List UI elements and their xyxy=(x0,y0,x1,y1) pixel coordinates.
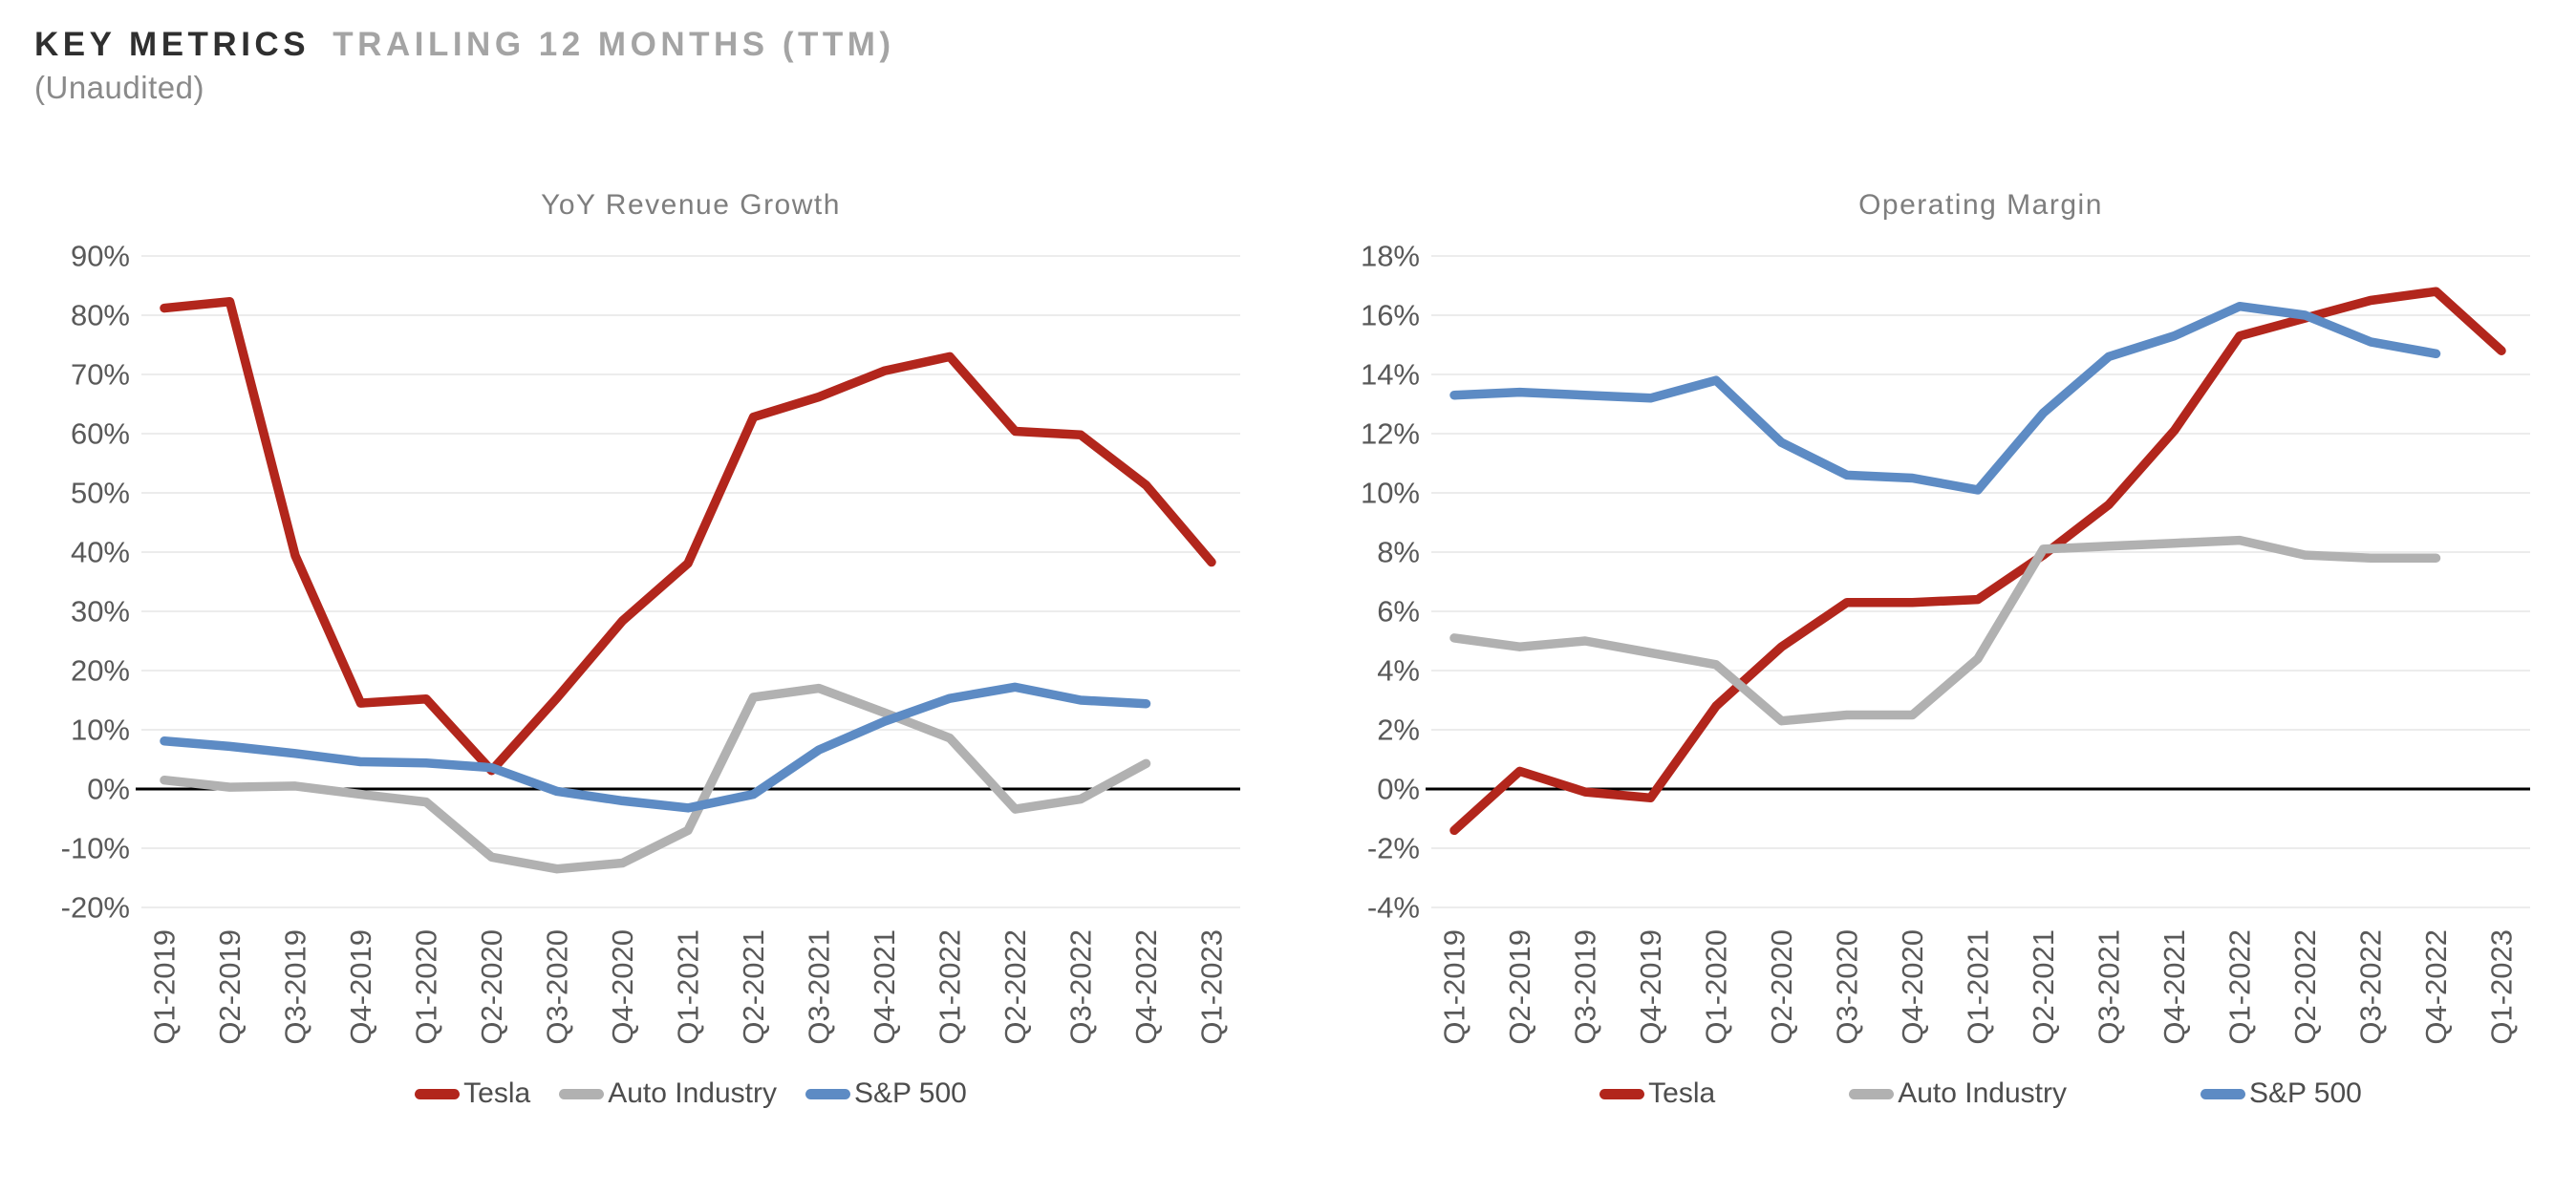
chart-yoy-revenue-growth: YoY Revenue Growth 90% 80% 70% 60% 50% 40% 30%… xyxy=(0,134,1288,1194)
legend-marker-auto-industry xyxy=(559,1088,605,1099)
page-title: KEY METRICS TRAILING 12 MONTHS (TTM) xyxy=(34,26,895,64)
chart-title-yoy-revenue-growth: YoY Revenue Growth xyxy=(541,189,841,221)
y-axis-tick-label: 70% xyxy=(71,358,130,392)
legend-label: Tesla xyxy=(1648,1077,1716,1109)
yoy-revenue-growth-plot: 90% 80% 70% 60% 50% 40% 30% 20% 10% 0% -10% -20% Q1-… xyxy=(61,240,1240,1045)
x-axis-tick-label: Q2-2019 xyxy=(1503,929,1536,1045)
legend-marker-tesla xyxy=(1599,1088,1645,1099)
x-axis-tick-label: Q1-2022 xyxy=(2223,929,2257,1045)
legend-item-auto-industry: Auto Industry xyxy=(559,1077,777,1110)
x-axis-tick-label: Q1-2019 xyxy=(148,929,182,1045)
y-axis-tick-label: 30% xyxy=(71,595,130,629)
x-axis-tick-label: Q3-2019 xyxy=(1569,929,1602,1045)
y-axis-tick-label: 0% xyxy=(1377,773,1420,806)
series-line-s-p-500 xyxy=(160,682,1151,813)
x-axis-tick-label: Q1-2020 xyxy=(1700,929,1733,1045)
chart-title-operating-margin: Operating Margin xyxy=(1858,189,2103,221)
x-axis-tick-label: Q1-2021 xyxy=(672,929,705,1045)
x-axis-tick-label: Q3-2022 xyxy=(1064,929,1098,1045)
x-axis-tick-label: Q4-2020 xyxy=(606,929,639,1045)
legend-item-tesla: Tesla xyxy=(415,1077,530,1110)
y-axis-tick-label: 60% xyxy=(71,417,130,451)
y-axis-tick-label: 6% xyxy=(1377,595,1420,629)
series-line-auto-industry xyxy=(1449,535,2441,726)
series-line-tesla xyxy=(1449,287,2506,836)
x-axis-tick-label: Q2-2022 xyxy=(998,929,1032,1045)
y-axis-tick-label: 10% xyxy=(71,714,130,747)
x-axis-tick-label: Q2-2020 xyxy=(475,929,508,1045)
y-axis-tick-label: -20% xyxy=(61,891,130,925)
chart-operating-margin: Operating Margin 18% 16% 14% 12% 10% 8% 6% 4% 2%… xyxy=(1290,134,2576,1194)
y-axis-tick-label: 80% xyxy=(71,299,130,332)
legend-label: S&P 500 xyxy=(853,1077,967,1109)
legend-operating-margin: Tesla Auto Industry S&P 500 xyxy=(1431,1072,2530,1116)
y-axis-tick-label: 18% xyxy=(1361,240,1420,273)
y-axis-tick-label: 20% xyxy=(71,654,130,688)
y-axis-tick-label: 10% xyxy=(1361,477,1420,510)
x-axis-tick-label: Q1-2022 xyxy=(934,929,967,1045)
legend-item-s-p-500: S&P 500 xyxy=(2200,1077,2362,1110)
legend-yoy-revenue-growth: Tesla Auto Industry S&P 500 xyxy=(141,1072,1240,1116)
legend-label: Tesla xyxy=(463,1077,531,1109)
legend-item-tesla: Tesla xyxy=(1599,1077,1715,1110)
y-axis-tick-label: -10% xyxy=(61,832,130,865)
x-axis-tick-label: Q1-2021 xyxy=(1962,929,1995,1045)
y-axis-tick-label: 8% xyxy=(1377,536,1420,569)
legend-item-s-p-500: S&P 500 xyxy=(805,1077,967,1110)
legend-marker-s-p-500 xyxy=(805,1088,850,1099)
series-line-tesla xyxy=(160,296,1216,776)
y-axis-tick-label: 0% xyxy=(87,773,130,806)
legend-marker-s-p-500 xyxy=(2200,1088,2245,1099)
x-axis-tick-label: Q1-2023 xyxy=(1195,929,1229,1045)
x-axis-tick-label: Q4-2022 xyxy=(2419,929,2453,1045)
legend-label: Auto Industry xyxy=(1898,1077,2067,1109)
x-axis-tick-label: Q3-2022 xyxy=(2354,929,2388,1045)
y-axis-tick-label: 12% xyxy=(1361,417,1420,451)
x-axis-tick-label: Q1-2019 xyxy=(1438,929,1471,1045)
page-title-secondary: TRAILING 12 MONTHS (TTM) xyxy=(333,26,895,63)
x-axis-tick-label: Q1-2023 xyxy=(2485,929,2519,1045)
y-axis-tick-label: 50% xyxy=(71,477,130,510)
y-axis-tick-label: -2% xyxy=(1367,832,1420,865)
x-axis-tick-label: Q3-2021 xyxy=(803,929,836,1045)
y-axis-tick-label: 2% xyxy=(1377,714,1420,747)
operating-margin-plot: 18% 16% 14% 12% 10% 8% 6% 4% 2% 0% -2% -4% Q1-2019 Q2… xyxy=(1361,240,2530,1045)
y-axis-tick-label: 90% xyxy=(71,240,130,273)
page-title-primary: KEY METRICS xyxy=(34,26,311,63)
legend-marker-auto-industry xyxy=(1849,1088,1895,1099)
x-axis-tick-label: Q4-2021 xyxy=(868,929,901,1045)
x-axis-tick-label: Q2-2021 xyxy=(2027,929,2060,1045)
y-axis-tick-label: 4% xyxy=(1377,654,1420,688)
x-axis-tick-label: Q3-2019 xyxy=(279,929,312,1045)
legend-label: Auto Industry xyxy=(608,1077,777,1109)
y-axis-tick-label: 40% xyxy=(71,536,130,569)
x-axis-tick-label: Q2-2022 xyxy=(2288,929,2322,1045)
x-axis-tick-label: Q1-2020 xyxy=(410,929,443,1045)
y-axis-tick-label: 16% xyxy=(1361,299,1420,332)
x-axis-tick-label: Q2-2019 xyxy=(213,929,247,1045)
x-axis-tick-label: Q3-2020 xyxy=(541,929,574,1045)
page-header: KEY METRICS TRAILING 12 MONTHS (TTM) (Un… xyxy=(34,26,895,106)
x-axis-tick-label: Q4-2019 xyxy=(344,929,377,1045)
x-axis-tick-label: Q4-2019 xyxy=(1634,929,1667,1045)
x-axis-tick-label: Q3-2020 xyxy=(1831,929,1864,1045)
x-axis-tick-label: Q2-2020 xyxy=(1765,929,1798,1045)
series-line-auto-industry xyxy=(160,683,1151,874)
x-axis-tick-label: Q4-2021 xyxy=(2157,929,2191,1045)
legend-item-auto-industry: Auto Industry xyxy=(1849,1077,2067,1110)
x-axis-tick-label: Q3-2021 xyxy=(2093,929,2126,1045)
legend-label: S&P 500 xyxy=(2248,1077,2362,1109)
y-axis-tick-label: -4% xyxy=(1367,891,1420,925)
x-axis-tick-label: Q4-2022 xyxy=(1129,929,1163,1045)
x-axis-tick-label: Q2-2021 xyxy=(737,929,770,1045)
legend-marker-tesla xyxy=(415,1088,461,1099)
page-subtitle: (Unaudited) xyxy=(34,69,204,105)
series-line-s-p-500 xyxy=(1449,301,2441,495)
y-axis-tick-label: 14% xyxy=(1361,358,1420,392)
x-axis-tick-label: Q4-2020 xyxy=(1896,929,1929,1045)
